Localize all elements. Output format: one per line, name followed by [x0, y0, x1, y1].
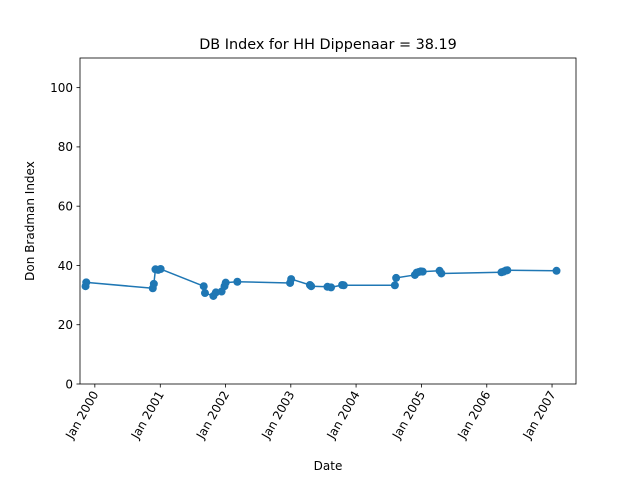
data-point — [200, 289, 209, 298]
x-tick-label: Jan 2001 — [128, 389, 167, 443]
data-point — [503, 266, 512, 275]
x-tick-label: Jan 2007 — [520, 389, 559, 443]
x-tick-label: Jan 2004 — [324, 389, 363, 443]
data-point — [418, 267, 427, 276]
y-tick-label: 60 — [58, 199, 73, 213]
x-tick-label: Jan 2006 — [454, 389, 493, 443]
series-group — [81, 265, 561, 300]
data-point — [199, 282, 208, 291]
x-tick-label: Jan 2003 — [258, 389, 297, 443]
data-point — [156, 265, 165, 274]
x-axis: Jan 2000 Jan 2001 Jan 2002 Jan 2003 Jan 2004… — [62, 384, 559, 443]
plot-area — [80, 58, 576, 384]
data-point — [552, 266, 561, 275]
y-tick-label: 20 — [58, 318, 73, 332]
x-tick-label: Jan 2000 — [62, 389, 101, 443]
y-tick-label: 100 — [50, 81, 73, 95]
data-point — [221, 278, 230, 287]
y-axis: 0 20 40 60 80 100 — [50, 81, 80, 391]
data-point — [287, 275, 296, 284]
y-axis-label: Don Bradman Index — [23, 161, 37, 281]
data-point — [233, 277, 242, 286]
x-tick-label: Jan 2005 — [389, 389, 428, 443]
x-axis-label: Date — [314, 459, 343, 473]
plot-frame — [79, 57, 577, 385]
y-tick-label: 0 — [65, 377, 73, 391]
y-tick-label: 80 — [58, 140, 73, 154]
data-point — [437, 269, 446, 278]
data-point — [339, 281, 348, 290]
data-point — [327, 283, 336, 292]
data-point — [82, 278, 91, 287]
data-point — [307, 282, 316, 291]
data-point — [392, 273, 401, 282]
y-tick-label: 40 — [58, 259, 73, 273]
x-tick-label: Jan 2002 — [193, 389, 232, 443]
data-point — [149, 279, 158, 288]
chart-title: DB Index for HH Dippenaar = 38.19 — [199, 37, 457, 53]
data-point — [390, 281, 399, 290]
